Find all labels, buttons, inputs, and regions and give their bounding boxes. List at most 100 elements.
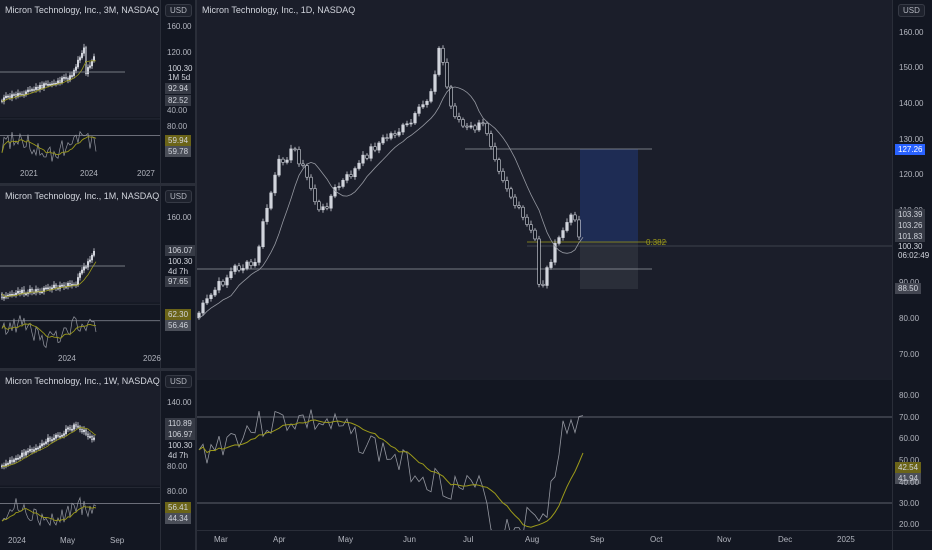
candle-body [28,288,31,293]
candle-body [317,201,321,211]
time-axis-border [197,530,932,531]
candle-body [485,122,489,134]
candle-body [40,291,43,293]
candle-body [42,287,45,292]
osc-badge-1w: 56.41 [165,502,192,513]
candle-body [18,93,21,95]
candle-body [457,116,461,120]
candle-body [321,206,325,211]
candle-body [357,162,361,169]
candle-body [36,447,39,450]
ma-badge-1w: 110.89 [165,418,195,429]
candle-body [87,261,90,268]
candle-body [15,458,18,461]
osc2-badge-1w: 44.34 [165,513,192,524]
ma2-badge-1m: 97.65 [165,276,192,287]
pane-divider[interactable] [0,183,195,186]
candle-body [44,83,47,85]
time-axis[interactable]: Mar Apr May Jun Jul Aug Sep Oct Nov Dec … [197,531,892,550]
candle-body [305,165,309,178]
candle-body [313,188,317,203]
candle-body [87,433,90,437]
candle-body [233,265,237,272]
chart-pane-main[interactable]: Micron Technology, Inc., 1D, NASDAQ USD … [197,0,932,550]
candle-body [34,86,37,90]
candle-body [77,425,80,428]
stop-price-badge: 88.50 [895,283,922,294]
candle-body [18,290,21,294]
oscillator-pane-bg [197,380,892,530]
price-tick: 120.00 [167,48,192,57]
candle-body [465,125,469,128]
chart-plot-1m[interactable] [0,186,160,368]
candle-body [46,437,49,443]
candle-body [261,221,265,248]
candle-body [56,80,59,84]
candle-body [409,122,413,125]
candle-body [377,142,381,151]
candle-body [28,89,31,92]
candle-body [20,289,23,294]
candle-body [73,424,76,430]
countdown-badge-1w: 4d 7h [168,451,189,460]
osc-tick: 50.00 [899,456,920,465]
chart-plot-3m[interactable] [0,0,160,183]
candle-body [91,436,94,440]
price-badge: 103.26 [895,220,926,231]
candle-body [221,281,225,286]
candle-body [58,80,61,83]
candle-body [60,435,63,437]
price-axis-1m[interactable]: USD 160.00 106.07 100.30 4d 7h 97.65 62.… [160,186,195,368]
candle-body [201,302,205,314]
ma2-badge-3m: 82.52 [165,95,192,106]
last-price-badge: 100.30 [898,242,923,251]
pane-divider[interactable] [0,368,195,371]
currency-label-1w[interactable]: USD [165,375,192,388]
candle-body [9,459,12,464]
candle-body [209,294,213,299]
currency-label-1m[interactable]: USD [165,190,192,203]
price-tick: 160.00 [167,213,192,222]
candle-body [349,174,353,178]
price-axis-3m[interactable]: USD 160.00 120.00 100.30 1M 5d 92.94 82.… [160,0,195,183]
candle-body [79,57,82,61]
price-axis-1w[interactable]: USD 140.00 110.89 106.97 100.30 4d 7h 80… [160,371,195,550]
candle-body [93,250,96,256]
price-axis-main[interactable]: USD 160.00 150.00 140.00 130.00 127.26 1… [892,0,932,550]
candle-body [521,206,525,218]
price-tick: 70.00 [899,350,920,359]
chart-pane-1m[interactable]: Micron Technology, Inc., 1M, NASDAQ USD … [0,186,195,368]
candle-body [401,124,405,133]
candle-body [36,289,39,292]
candle-body [397,131,401,136]
target-zone [580,149,638,242]
chart-pane-3m[interactable]: Micron Technology, Inc., 3M, NASDAQ USD … [0,0,195,183]
candle-body [85,429,88,435]
currency-label-main[interactable]: USD [898,4,925,17]
candle-body [16,290,19,294]
candle-body [473,125,477,131]
candle-body [453,105,457,118]
candle-body [93,56,96,62]
candle-body [50,439,53,441]
candle-body [30,89,33,91]
chart-plot-main[interactable] [197,0,892,530]
layout-splitter[interactable] [195,0,197,550]
candle-body [42,83,45,89]
x-label-3m: 2027 [137,169,155,178]
currency-label-3m[interactable]: USD [165,4,192,17]
price-tick: 160.00 [899,28,924,37]
candle-body [13,294,16,296]
candle-body [293,148,297,151]
chart-plot-1w[interactable] [0,371,160,550]
candle-body [249,261,253,266]
candle-body [245,261,249,269]
candle-body [461,119,465,127]
candle-body [83,47,86,54]
stop-zone [580,242,638,289]
chart-title-1m: Micron Technology, Inc., 1M, NASDAQ [5,191,160,201]
candle-body [32,449,35,452]
candle-body [533,229,537,240]
x-label: 2025 [837,535,855,544]
chart-pane-1w[interactable]: Micron Technology, Inc., 1W, NASDAQ USD … [0,371,195,550]
